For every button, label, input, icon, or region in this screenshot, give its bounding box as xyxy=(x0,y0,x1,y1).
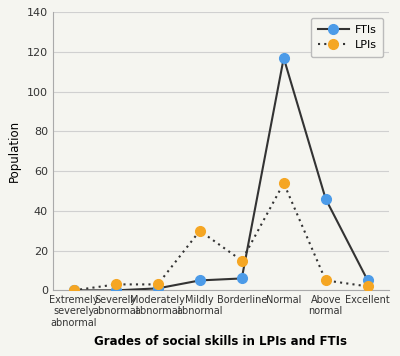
FTIs xyxy=(365,278,370,283)
LPIs xyxy=(365,284,370,288)
FTIs xyxy=(239,276,244,281)
LPIs xyxy=(281,181,286,185)
Line: FTIs: FTIs xyxy=(69,53,372,295)
Legend: FTIs, LPIs: FTIs, LPIs xyxy=(311,18,383,57)
FTIs xyxy=(323,197,328,201)
LPIs xyxy=(197,229,202,233)
LPIs xyxy=(72,288,76,293)
Y-axis label: Population: Population xyxy=(8,120,21,182)
LPIs xyxy=(323,278,328,283)
FTIs xyxy=(114,288,118,293)
FTIs xyxy=(197,278,202,283)
Line: LPIs: LPIs xyxy=(69,178,372,295)
FTIs xyxy=(156,286,160,290)
LPIs xyxy=(114,282,118,287)
X-axis label: Grades of social skills in LPIs and FTIs: Grades of social skills in LPIs and FTIs xyxy=(94,335,347,348)
FTIs xyxy=(281,56,286,60)
FTIs xyxy=(72,288,76,293)
LPIs xyxy=(239,258,244,263)
LPIs xyxy=(156,282,160,287)
